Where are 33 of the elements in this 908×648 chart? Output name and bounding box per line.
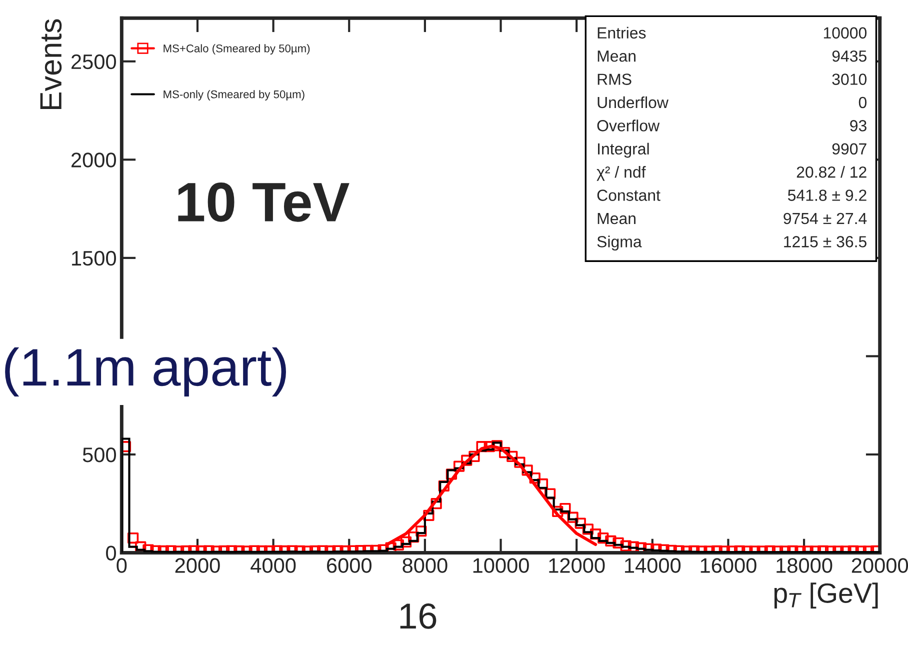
text: Overflow 93 bbox=[597, 120, 866, 132]
x-tick-label: 4000 bbox=[250, 558, 296, 573]
x-tick-label: 0 bbox=[116, 558, 127, 573]
x-axis-title: p$_{T}$ [GeV] bbox=[774, 582, 878, 608]
annotation: 10 TeV bbox=[178, 182, 350, 222]
legend-label: MS-only (Smeared by 50µm) bbox=[164, 90, 304, 100]
x-tick-label: 18000 bbox=[776, 558, 832, 573]
text: Integral 9907 bbox=[598, 142, 866, 158]
x-tick-label: 14000 bbox=[625, 558, 681, 573]
x-tick-label: 10000 bbox=[473, 558, 529, 573]
text: Entries 10000 bbox=[598, 26, 867, 39]
text: Sigma 1215 ± 36.5 bbox=[597, 236, 866, 251]
text: Mean 9435 bbox=[598, 50, 866, 62]
text: Constant 541.8 ± 9.2 bbox=[597, 190, 866, 201]
text: χ² / ndf 20.82 / 12 bbox=[596, 166, 866, 181]
y-tick-label: 500 bbox=[82, 447, 116, 462]
text: Underflow 0 bbox=[598, 96, 867, 108]
text: RMS 3010 bbox=[598, 74, 867, 85]
x-tick-label: 6000 bbox=[327, 558, 372, 573]
y-tick-label: 2000 bbox=[72, 152, 116, 168]
annotation: (1.1m apart) bbox=[5, 347, 286, 397]
y-axis-title: Events bbox=[40, 19, 62, 110]
x-tick-label: 12000 bbox=[549, 558, 605, 573]
y-tick-label: 0 bbox=[106, 546, 116, 560]
text: Mean 9754 ± 27.4 bbox=[598, 212, 867, 224]
x-tick-label: 16000 bbox=[700, 558, 756, 573]
text: 16 bbox=[400, 603, 436, 629]
x-tick-label: 2000 bbox=[175, 558, 220, 573]
y-tick-label: 1500 bbox=[72, 250, 116, 266]
y-tick-label: 2500 bbox=[72, 54, 116, 70]
legend-label: MS+Calo (Smeared by 50µm) bbox=[164, 44, 310, 55]
x-tick-label: 8000 bbox=[402, 558, 448, 573]
x-tick-label: 20000 bbox=[852, 558, 908, 573]
